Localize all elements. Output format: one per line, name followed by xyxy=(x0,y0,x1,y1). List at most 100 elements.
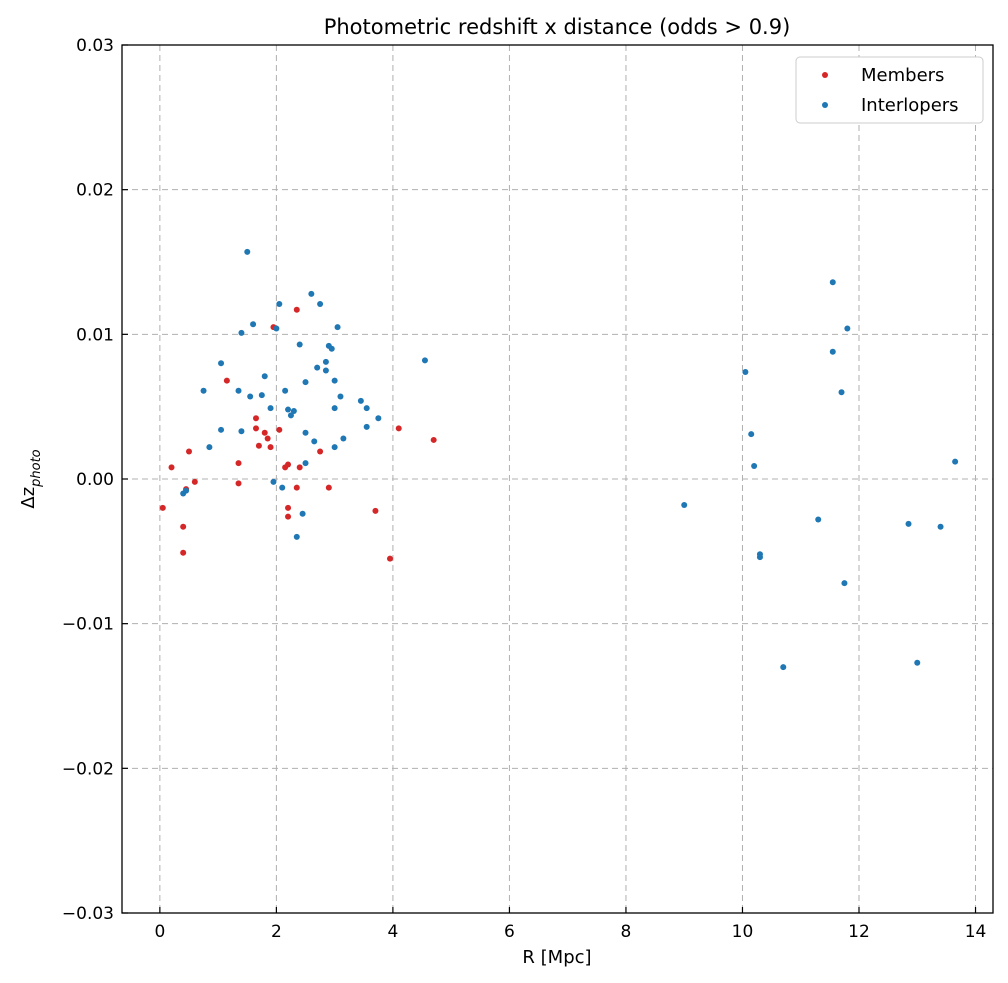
members-point xyxy=(261,429,268,436)
interlopers-point xyxy=(328,345,335,352)
interlopers-point xyxy=(363,423,370,430)
x-tick-label: 4 xyxy=(387,922,398,942)
interlopers-point xyxy=(331,405,338,412)
x-tick-label: 12 xyxy=(848,922,870,942)
interlopers-point xyxy=(267,405,274,412)
interlopers-point xyxy=(299,510,306,517)
interlopers-point xyxy=(282,387,289,394)
interlopers-point xyxy=(375,415,382,422)
members-point xyxy=(235,480,242,487)
interlopers-point xyxy=(302,429,309,436)
members-point xyxy=(186,448,192,455)
y-tick-label: 0.03 xyxy=(76,36,114,56)
interlopers-point xyxy=(244,248,251,255)
interlopers-point xyxy=(311,438,318,445)
members-point xyxy=(430,436,437,443)
x-tick-label: 2 xyxy=(271,922,282,942)
y-tick-label: −0.03 xyxy=(62,904,114,924)
interlopers-point xyxy=(206,444,213,451)
y-axis-title-subscript: photo xyxy=(29,449,44,488)
members-point xyxy=(223,377,230,384)
members-point xyxy=(387,555,393,562)
x-tick-label: 8 xyxy=(621,922,632,942)
interlopers-point xyxy=(238,428,245,435)
interlopers-point xyxy=(293,533,300,540)
interlopers-point xyxy=(780,664,787,671)
x-tick-label: 14 xyxy=(965,922,987,942)
members-point xyxy=(180,549,187,556)
interlopers-point xyxy=(742,368,749,375)
interlopers-point xyxy=(273,325,280,332)
legend-label-interlopers: Interlopers xyxy=(861,95,959,116)
interlopers-point xyxy=(331,377,338,384)
interlopers-point xyxy=(756,554,763,561)
interlopers-point xyxy=(334,324,341,331)
interlopers-point xyxy=(914,659,921,666)
members-point xyxy=(255,442,262,449)
y-tick-label: 0.02 xyxy=(76,181,114,201)
interlopers-point xyxy=(290,408,297,415)
y-tick-label: 0.01 xyxy=(76,325,114,345)
members-point xyxy=(253,415,259,422)
interlopers-point xyxy=(285,406,292,413)
interlopers-point xyxy=(937,523,944,530)
interlopers-point xyxy=(238,329,245,336)
members-point xyxy=(235,460,242,467)
interlopers-point xyxy=(279,484,286,491)
interlopers-point xyxy=(302,460,309,467)
members-point xyxy=(159,504,166,511)
interlopers-point xyxy=(296,341,303,348)
interlopers-point xyxy=(270,478,277,485)
members-point xyxy=(285,513,292,520)
interlopers-point xyxy=(748,431,755,438)
legend-marker-interlopers xyxy=(822,102,828,108)
members-point xyxy=(191,478,198,485)
members-point xyxy=(168,464,175,471)
interlopers-point xyxy=(322,358,329,365)
interlopers-point xyxy=(815,516,822,523)
interlopers-point xyxy=(261,373,268,380)
members-point xyxy=(285,504,292,511)
legend-label-members: Members xyxy=(861,65,944,86)
interlopers-point xyxy=(235,387,242,394)
interlopers-point xyxy=(331,444,338,451)
legend-box xyxy=(795,56,984,124)
x-tick-label: 10 xyxy=(732,922,754,942)
members-point xyxy=(395,425,402,432)
y-tick-label: −0.02 xyxy=(62,759,114,779)
y-axis-title-base: Δz xyxy=(18,487,39,509)
interlopers-point xyxy=(363,405,370,412)
legend: Members Interlopers xyxy=(795,56,984,124)
members-point xyxy=(264,435,271,442)
interlopers-point xyxy=(287,412,294,419)
members-point xyxy=(253,425,259,432)
members-point xyxy=(372,507,379,514)
members-point xyxy=(293,306,300,313)
interlopers-point xyxy=(317,300,324,307)
members-point xyxy=(267,444,274,451)
interlopers-point xyxy=(357,397,364,404)
members-point xyxy=(293,484,300,491)
interlopers-point xyxy=(838,389,845,396)
members-point xyxy=(296,464,303,471)
interlopers-point xyxy=(200,387,207,394)
grid-lines xyxy=(122,44,993,914)
interlopers-point xyxy=(829,348,836,355)
legend-marker-members xyxy=(822,72,828,78)
members-point xyxy=(180,523,187,530)
interlopers-point xyxy=(218,360,225,367)
interlopers-point xyxy=(905,520,912,527)
y-tick-label: 0.00 xyxy=(76,470,114,490)
x-tick-label: 0 xyxy=(154,922,165,942)
interlopers-point xyxy=(258,392,265,399)
interlopers-point xyxy=(751,462,758,469)
y-tick-label: −0.01 xyxy=(62,615,114,635)
chart-title: Photometric redshift x distance (odds > … xyxy=(324,15,791,39)
axis-ticks: 0 2 4 6 8 10 12 14 −0.03 −0.02 −0.01 0.00 0.01 0.02 0.… xyxy=(62,36,986,942)
interlopers-point xyxy=(681,502,688,509)
interlopers-point xyxy=(276,300,283,307)
members-point xyxy=(325,484,332,491)
interlopers-point xyxy=(183,487,190,494)
